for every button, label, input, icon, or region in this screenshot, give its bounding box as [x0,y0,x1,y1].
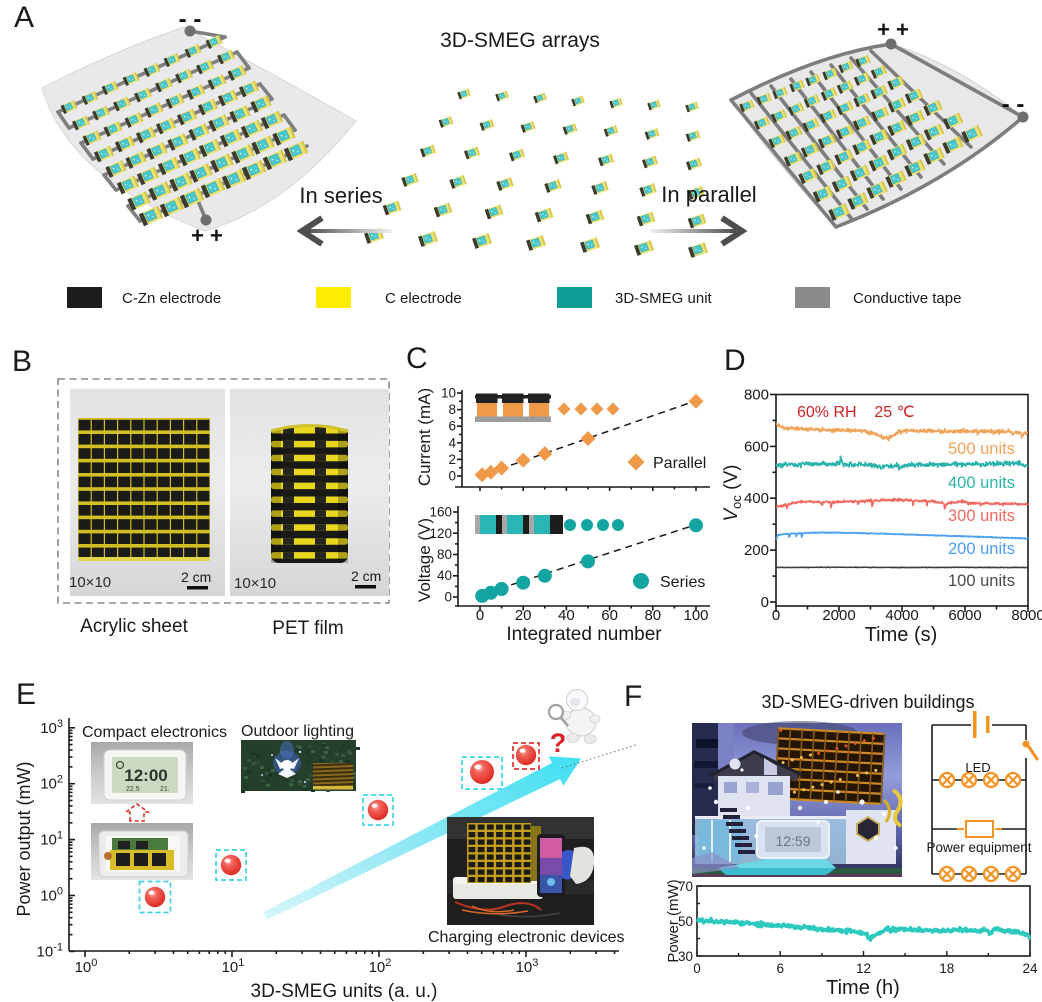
svg-text:Power (mW): Power (mW) [665,879,682,962]
svg-text:4: 4 [448,435,456,450]
svg-text:0: 0 [693,961,701,976]
svg-text:10: 10 [441,386,456,401]
svg-text:12:00: 12:00 [124,766,167,785]
svg-text:+ +: + + [877,17,909,42]
svg-text:800: 800 [744,387,769,404]
svg-text:21.: 21. [160,786,170,793]
svg-text:A: A [14,1,34,34]
svg-text:C electrode: C electrode [385,290,462,307]
svg-text:0: 0 [476,607,484,624]
svg-text:F: F [624,680,642,713]
svg-text:8000: 8000 [1011,607,1042,624]
svg-text:3D-SMEG unit: 3D-SMEG unit [615,290,713,307]
svg-text:Time (s): Time (s) [865,624,938,646]
svg-text:- -: - - [179,6,202,33]
svg-text:6: 6 [776,961,784,976]
svg-text:C-Zn electrode: C-Zn electrode [122,290,221,307]
svg-text:0: 0 [448,469,456,484]
svg-text:Charging electronic devices: Charging electronic devices [428,929,625,946]
svg-text:300 units: 300 units [948,507,1015,525]
svg-text:Parallel: Parallel [653,455,706,472]
svg-text:2000: 2000 [822,607,855,624]
svg-text:40: 40 [437,568,452,583]
svg-text:12:59: 12:59 [775,833,810,849]
svg-text:E: E [16,678,36,711]
svg-text:20: 20 [515,607,532,624]
svg-text:Current (mA): Current (mA) [415,388,434,486]
svg-text:Outdoor lighting: Outdoor lighting [241,723,354,740]
svg-text:6: 6 [448,419,456,434]
svg-text:- -: - - [1002,91,1025,118]
svg-text:0: 0 [772,607,780,624]
svg-text:0: 0 [444,590,452,605]
svg-text:Integrated number: Integrated number [506,624,662,645]
svg-text:2 cm: 2 cm [351,568,381,584]
svg-text:PET film: PET film [272,618,343,639]
svg-text:200: 200 [744,542,769,559]
svg-text:80: 80 [437,547,452,562]
svg-text:600: 600 [744,438,769,455]
svg-text:Series: Series [660,574,705,591]
svg-text:70: 70 [678,879,693,894]
svg-text:+ +: + + [191,223,223,248]
svg-text:400: 400 [744,490,769,507]
svg-text:80: 80 [644,607,661,624]
svg-text:50: 50 [678,914,693,929]
svg-text:60: 60 [601,607,618,624]
svg-text:LED: LED [965,760,990,775]
svg-text:?: ? [550,728,567,758]
svg-text:2: 2 [448,452,456,467]
svg-text:200 units: 200 units [948,540,1015,558]
svg-text:Voc (V): Voc (V) [721,464,744,521]
svg-text:Time (h): Time (h) [826,977,900,999]
svg-text:30: 30 [678,949,693,964]
svg-text:C: C [406,342,428,375]
svg-text:160: 160 [429,505,452,520]
svg-text:Compact electronics: Compact electronics [82,724,227,741]
svg-text:100: 100 [683,607,708,624]
svg-text:In series: In series [299,183,382,208]
svg-text:10×10: 10×10 [234,575,276,592]
svg-text:60% RH 25 ℃: 60% RH 25 ℃ [797,404,915,421]
svg-text:12: 12 [856,961,871,976]
svg-text:B: B [12,345,32,378]
svg-text:Power equipment: Power equipment [926,840,1031,855]
svg-text:24: 24 [1022,961,1038,976]
svg-text:3D-SMEG arrays: 3D-SMEG arrays [440,29,600,52]
svg-text:120: 120 [429,526,452,541]
svg-text:10×10: 10×10 [69,574,111,591]
svg-text:8: 8 [448,402,456,417]
svg-text:0: 0 [761,594,769,611]
svg-text:In parallel: In parallel [661,182,756,207]
svg-text:3D-SMEG-driven buildings: 3D-SMEG-driven buildings [761,692,974,712]
svg-text:Power output (mW): Power output (mW) [14,761,34,916]
svg-text:18: 18 [939,961,954,976]
svg-text:100 units: 100 units [948,572,1015,590]
svg-text:Conductive tape: Conductive tape [853,290,961,307]
svg-text:Acrylic sheet: Acrylic sheet [80,616,188,637]
svg-text:2 cm: 2 cm [181,569,211,585]
svg-text:Voltage (V): Voltage (V) [415,518,434,602]
svg-text:40: 40 [558,607,575,624]
svg-text:4000: 4000 [885,607,918,624]
svg-text:D: D [724,344,746,377]
svg-text:3D-SMEG units (a. u.): 3D-SMEG units (a. u.) [251,981,438,1002]
svg-text:22.5: 22.5 [126,786,140,793]
svg-text:500 units: 500 units [948,440,1015,458]
svg-text:400 units: 400 units [948,474,1015,492]
svg-text:6000: 6000 [948,607,981,624]
